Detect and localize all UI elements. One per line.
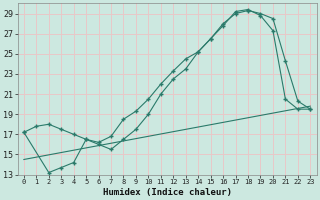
X-axis label: Humidex (Indice chaleur): Humidex (Indice chaleur): [103, 188, 232, 197]
